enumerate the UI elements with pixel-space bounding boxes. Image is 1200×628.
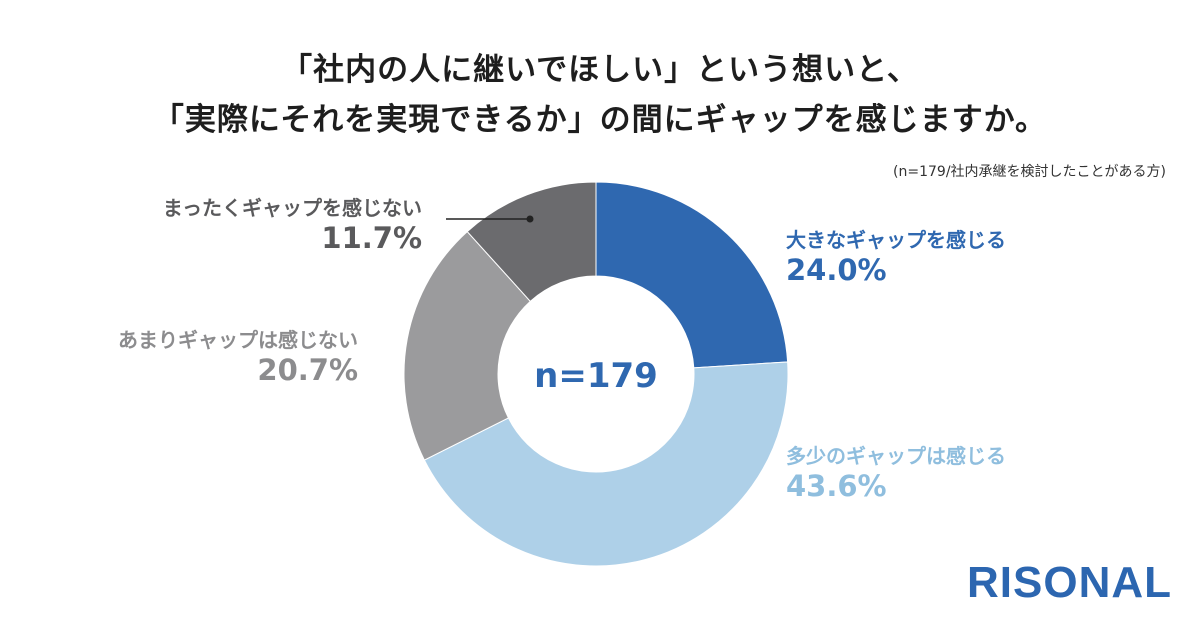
chart-title-line-2: 「実際にそれを実現できるか」の間にギャップを感じますか。 <box>152 102 1048 138</box>
label-little-gap: あまりギャップは感じない 20.7% <box>118 324 358 387</box>
slice-label-name: 大きなギャップを感じる <box>786 228 1006 252</box>
slice-label-name: あまりギャップは感じない <box>118 328 358 352</box>
slice-label-value: 24.0% <box>786 253 887 287</box>
slice-little-gap <box>403 230 531 461</box>
slice-label-name: まったくギャップを感じない <box>162 196 422 220</box>
label-some-gap: 多少のギャップは感じる 43.6% <box>786 440 1006 503</box>
sample-note: (n=179/社内承継を検討したことがある方) <box>893 164 1166 180</box>
center-sample-size: n=179 <box>534 356 658 396</box>
slice-no-gap <box>466 181 597 303</box>
label-large-gap: 大きなギャップを感じる 24.0% <box>786 224 1006 287</box>
slice-some-gap <box>423 361 789 567</box>
risonal-logo: RISONAL <box>967 558 1172 607</box>
label-no-gap: まったくギャップを感じない 11.7% <box>163 192 422 255</box>
chart-title-line-1: 「社内の人に継いでほしい」という想いと、 <box>281 52 919 88</box>
slice-label-value: 20.7% <box>257 353 358 387</box>
slice-label-name: 多少のギャップは感じる <box>786 444 1006 468</box>
leader-dot <box>526 215 534 223</box>
slice-label-value: 11.7% <box>321 221 422 255</box>
slice-label-value: 43.6% <box>786 469 887 503</box>
slice-large-gap <box>595 181 789 369</box>
